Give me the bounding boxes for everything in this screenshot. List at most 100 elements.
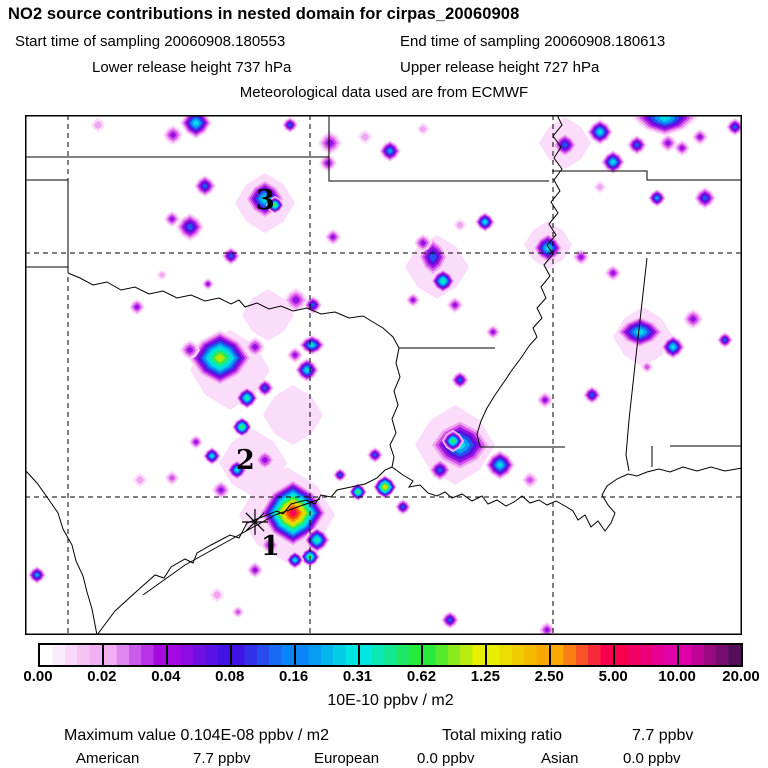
blob [232,606,244,618]
blob [616,316,664,348]
blob [165,471,179,485]
colorbar-tick-label: 0.02 [87,668,117,685]
american-value: 7.7 ppbv [193,750,251,767]
blob [632,115,698,136]
colorbar-tick-label: 20.00 [722,668,760,685]
blob [648,189,666,207]
blob [486,325,500,339]
blob [247,562,263,578]
blob [583,386,601,404]
blob [236,387,258,409]
blob [325,229,341,245]
max-value-text: Maximum value 0.104E-08 ppbv / m2 [64,727,330,744]
blob [431,269,455,293]
asian-label: Asian [541,750,579,767]
colorbar-segment [40,645,104,665]
blob [299,335,325,355]
blob [661,335,685,359]
colorbar-segment [359,645,424,665]
blob [522,472,538,488]
colorbar-segment [423,645,488,665]
colorbar-tick-label: 10.00 [658,668,696,685]
blob [442,430,464,452]
start-time-text: Start time of sampling 20060908.180553 [15,33,286,50]
colorbar-tick-label: 1.25 [470,668,500,685]
blob [242,289,294,341]
blob [157,270,167,280]
receptor-annotations: 1 2 3 [236,185,280,562]
blob [641,361,653,373]
colorbar-tick-label: 2.50 [534,668,564,685]
concentration-blobs [28,115,742,635]
blob [726,118,742,136]
colorbar-segment [551,645,616,665]
blob [227,460,247,480]
blob [537,392,553,408]
colorbar-tick-label: 0.08 [215,668,245,685]
blob [189,435,203,449]
colorbar-tick-label: 0.62 [406,668,437,685]
total-mixing-ratio-value: 7.7 ppbv [632,727,694,744]
blob [28,566,46,584]
total-mixing-ratio-label: Total mixing ratio [442,727,563,744]
blob [441,611,459,629]
blob [692,129,708,145]
map-canvas: 1 2 3 [25,115,742,635]
blob [417,123,429,135]
colorbar-tick-label: 5.00 [598,668,628,685]
blob [358,130,372,144]
blob [319,154,337,172]
blob [694,187,716,209]
blob [539,622,555,635]
page-title: NO2 source contributions in nested domai… [8,5,520,23]
blob [451,371,469,389]
receptor-label-2: 2 [236,445,255,476]
colorbar-segment [487,645,552,665]
map-frame [25,115,742,635]
colorbar-segment [295,645,360,665]
blob [261,536,279,554]
blob [406,293,420,307]
blob [605,265,621,281]
blob [163,125,183,145]
blob [91,118,105,132]
colorbar-units: 10E-10 ppbv / m2 [327,692,454,709]
blob [367,447,383,463]
colorbar-segment [231,645,296,665]
graticule [25,115,742,635]
blob [284,288,308,312]
american-label: American [76,750,140,767]
colorbar-segment [679,645,741,665]
blob [133,473,147,487]
blob [282,117,298,133]
state-borders [25,115,742,635]
blob [263,385,323,445]
colorbar-tick-label: 0.00 [23,668,53,685]
blob [475,212,495,232]
blob [210,588,224,602]
colorbar [38,643,743,667]
blob [659,134,677,152]
colorbar-segment [167,645,232,665]
blob [176,213,204,241]
blob [414,234,432,252]
blob [573,249,589,265]
blob [219,429,287,497]
blob [373,475,397,499]
blob [454,219,466,231]
blob [395,499,411,515]
blob [164,211,180,227]
european-value: 0.0 ppbv [417,750,475,767]
colorbar-tick-label: 0.31 [342,668,373,685]
blob [587,119,613,145]
blob [287,347,303,363]
blob [180,115,212,139]
blob [349,483,367,501]
blob [533,233,563,263]
end-time-text: End time of sampling 20060908.180613 [400,33,666,50]
blob [203,447,221,465]
receptor-label-3: 3 [256,185,275,216]
blob [255,450,275,470]
blob [295,358,319,382]
colorbar-tick-label: 0.16 [279,668,309,685]
